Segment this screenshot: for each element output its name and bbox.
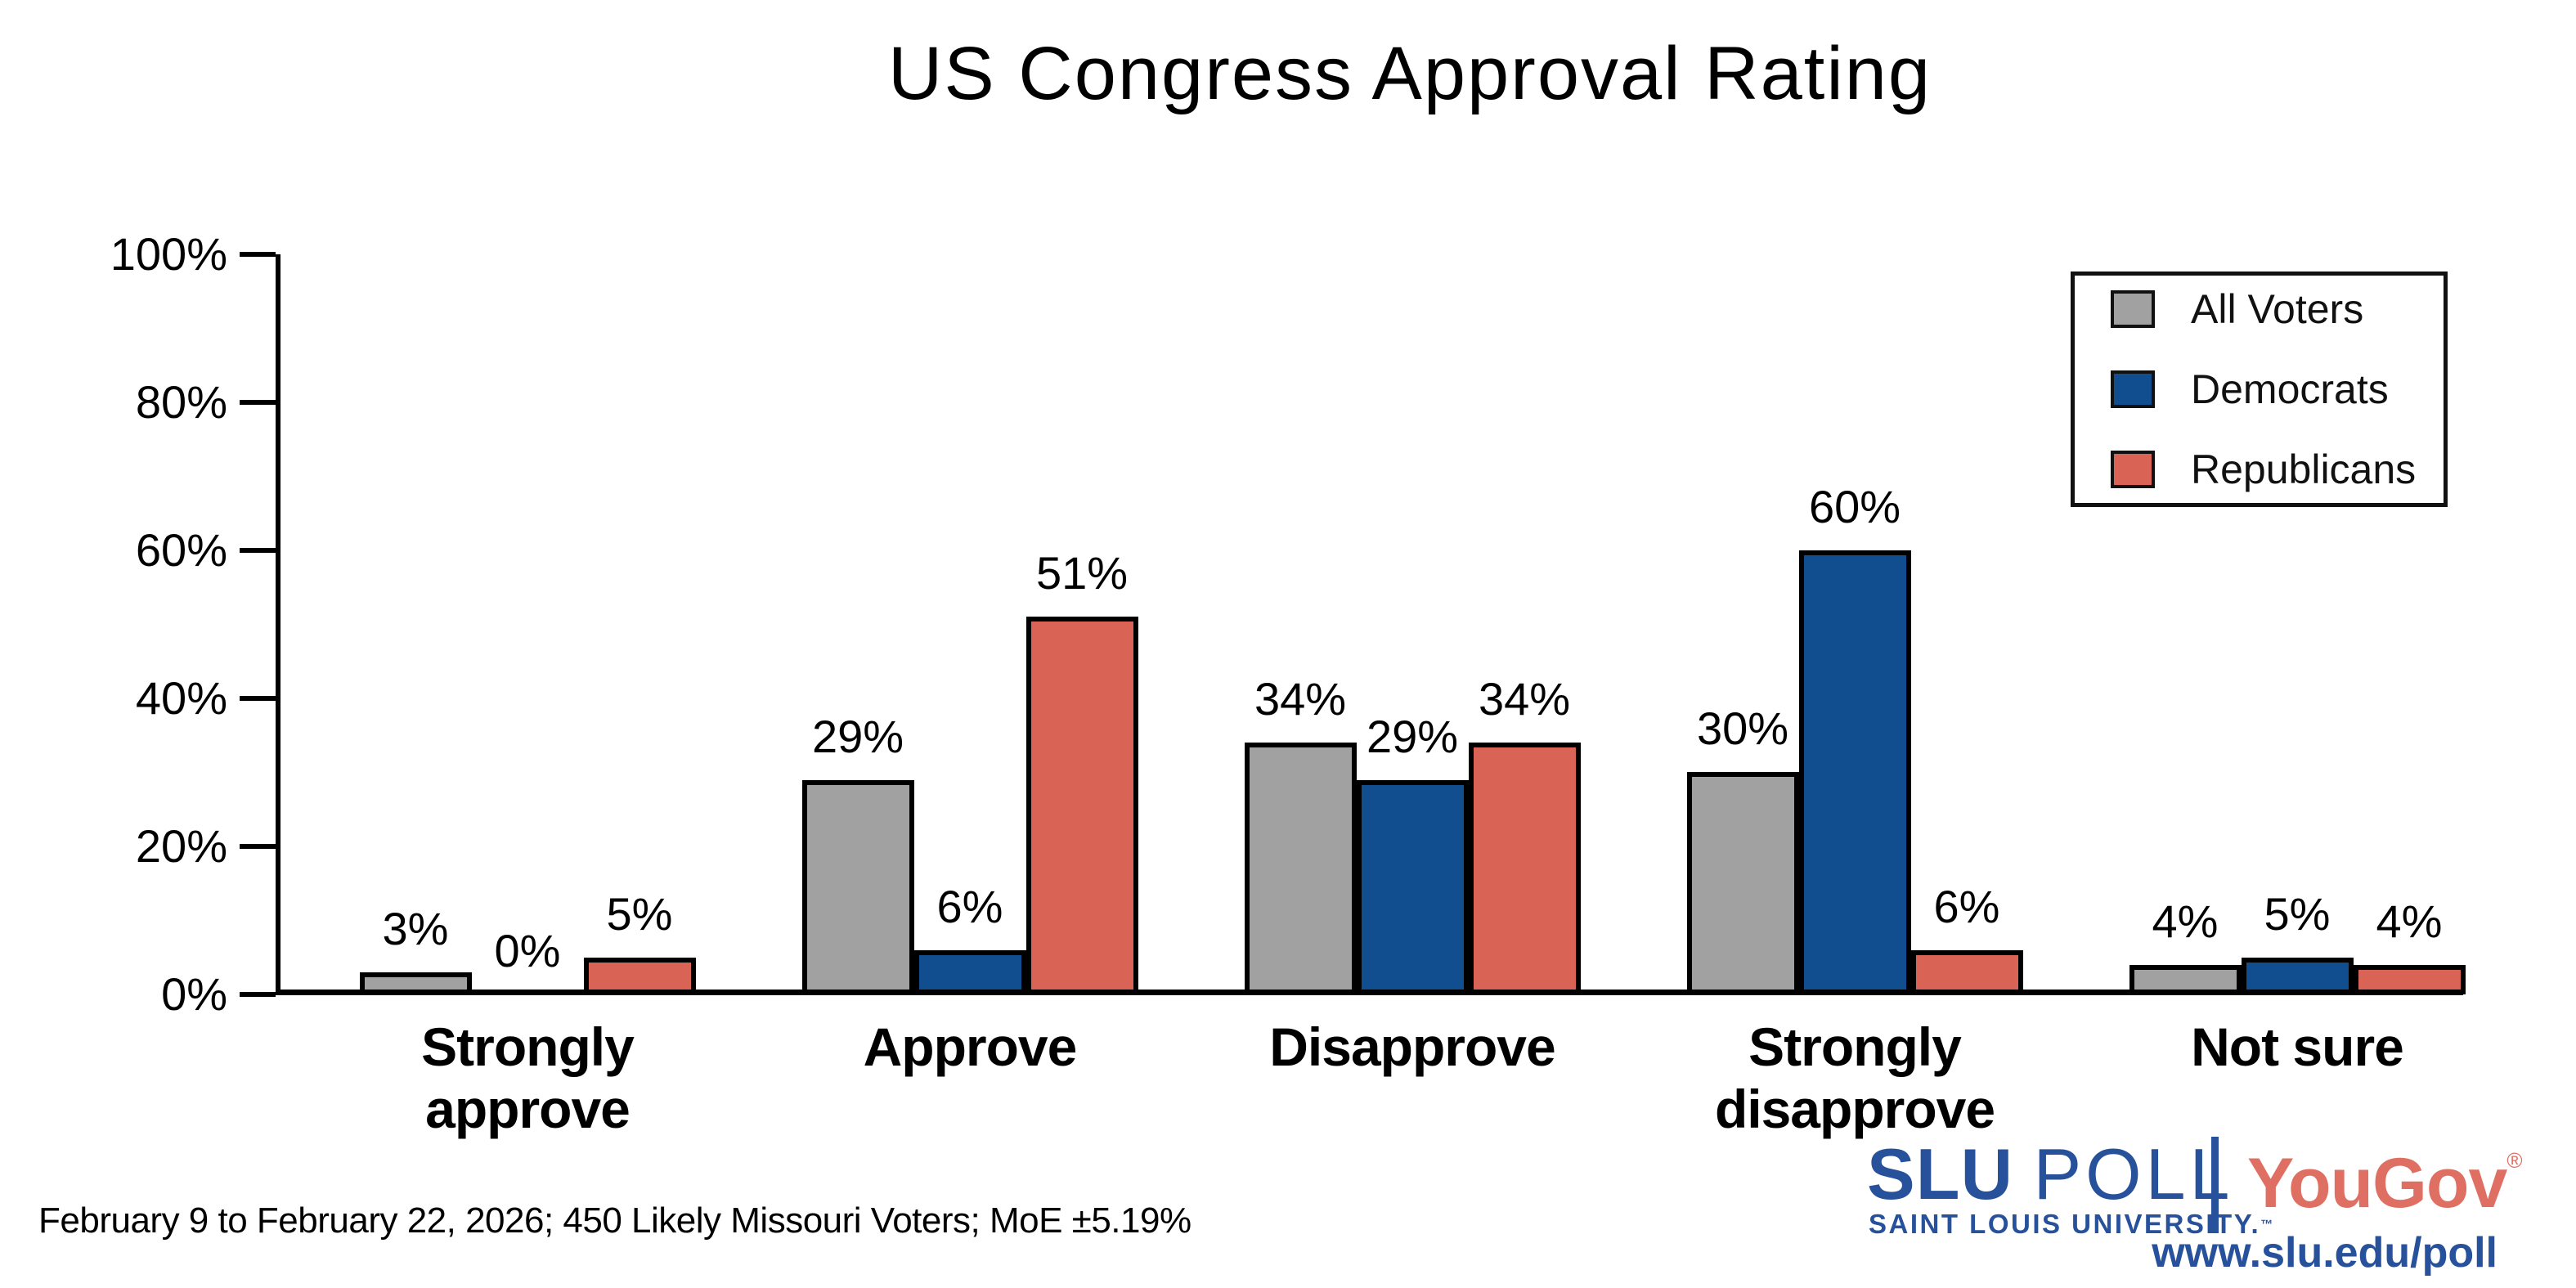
bar — [1686, 772, 1799, 994]
bar-value-label: 29% — [811, 711, 904, 762]
bar-value-label: 4% — [2376, 895, 2443, 947]
legend-item: Democrats — [2111, 366, 2444, 413]
category-label: Not sure — [2191, 1016, 2404, 1077]
bar-value-label: 30% — [1696, 702, 1789, 754]
slu-poll-url: www.slu.edu/poll — [2152, 1229, 2497, 1277]
y-axis-tick — [240, 844, 276, 849]
bar — [2241, 958, 2354, 994]
y-axis-tick — [240, 400, 276, 405]
slu-subtitle: SAINT LOUIS UNIVERSITY.™ — [1869, 1209, 2273, 1240]
slu-subtitle-text: SAINT LOUIS UNIVERSITY. — [1869, 1209, 2261, 1239]
legend-label: Republicans — [2191, 447, 2417, 492]
bar — [801, 780, 914, 994]
bar-value-label: 29% — [1366, 711, 1459, 762]
trademark-icon: ™ — [2260, 1218, 2273, 1232]
bar-value-label: 6% — [936, 881, 1003, 932]
slu-poll-logo: SLU POLL — [1867, 1138, 2233, 1210]
bar-value-label: 5% — [2264, 888, 2331, 940]
bar — [1244, 743, 1357, 994]
registered-icon: ® — [2506, 1148, 2522, 1173]
bar-value-label: 6% — [1933, 881, 2000, 932]
bar-value-label: 34% — [1254, 673, 1347, 725]
category-label: Disapprove — [1269, 1016, 1555, 1077]
yougov-wordmark: YouGov — [2247, 1144, 2507, 1223]
y-axis-tick-label: 80% — [135, 376, 227, 428]
y-axis-tick-label: 100% — [110, 228, 227, 280]
footer-note: February 9 to February 22, 2026; 450 Lik… — [38, 1200, 1192, 1241]
bar — [913, 950, 1026, 994]
y-axis-tick-label: 60% — [135, 524, 227, 576]
bar — [1910, 950, 2023, 994]
category-label: Approve — [863, 1016, 1078, 1077]
legend-swatch — [2111, 290, 2155, 328]
legend-label: All Voters — [2191, 286, 2364, 332]
category-label: Strongly disapprove — [1714, 1016, 1995, 1139]
legend-label: Democrats — [2191, 366, 2389, 412]
y-axis-tick — [240, 548, 276, 553]
y-axis-line — [276, 254, 280, 995]
bar — [1025, 617, 1138, 994]
bar — [1798, 550, 1911, 994]
y-axis-tick-label: 20% — [135, 820, 227, 872]
bar-value-label: 34% — [1478, 673, 1571, 725]
legend-item: Republicans — [2111, 446, 2444, 493]
bar — [583, 958, 696, 994]
y-axis-tick — [240, 696, 276, 701]
bar-value-label: 0% — [494, 925, 561, 976]
legend: All Voters Democrats Republicans — [2071, 272, 2448, 507]
bar-value-label: 3% — [382, 903, 449, 954]
y-axis-tick — [240, 992, 276, 997]
legend-item: All Voters — [2111, 285, 2444, 333]
category-label: Strongly approve — [421, 1016, 635, 1139]
slu-wordmark: SLU — [1867, 1133, 2013, 1214]
yougov-logo: YouGov® — [2247, 1143, 2522, 1224]
bar-value-label: 4% — [2152, 895, 2219, 947]
bar — [2353, 965, 2466, 994]
y-axis-tick — [240, 252, 276, 257]
bar — [1356, 780, 1469, 994]
bar-value-label: 51% — [1035, 547, 1129, 599]
bar-value-label: 5% — [606, 888, 673, 940]
bar — [359, 972, 472, 994]
y-axis-tick-label: 0% — [161, 968, 227, 1020]
logo-divider — [2211, 1137, 2219, 1233]
page-title: US Congress Approval Rating — [887, 32, 1932, 115]
bar — [2129, 965, 2242, 994]
bar-value-label: 60% — [1808, 481, 1901, 532]
legend-swatch — [2111, 451, 2155, 488]
legend-swatch — [2111, 370, 2155, 408]
bar — [1468, 743, 1581, 994]
y-axis-tick-label: 40% — [135, 672, 227, 724]
poll-wordmark: POLL — [2033, 1133, 2234, 1214]
